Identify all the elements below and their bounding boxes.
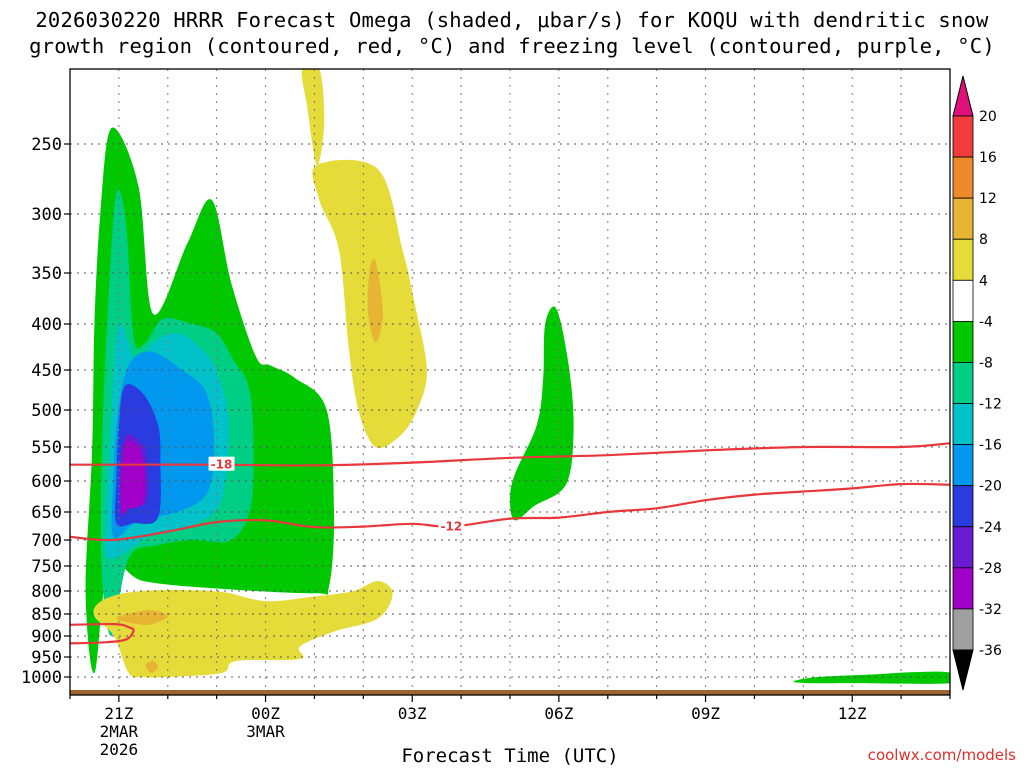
y-tick-label-300: 300	[31, 205, 62, 225]
colorbar-label--24: -24	[979, 520, 1002, 536]
colorbar-label-8: 8	[979, 232, 988, 248]
contour-label-bg-0	[208, 456, 235, 471]
omega-region-8-to-12-3	[116, 611, 166, 626]
y-axis: 2503003504004505005506006507007508008509…	[21, 135, 70, 688]
x-axis-title: Forecast Time (UTC)	[401, 745, 619, 767]
colorbar-swatch-5	[952, 320, 974, 363]
colorbar-swatch-7	[952, 403, 974, 446]
colorbar-label--32: -32	[979, 602, 1002, 618]
x-tick-date-00Z: 3MAR	[246, 722, 285, 741]
colorbar-swatch-12	[952, 608, 974, 651]
omega-region--4-to-8-2	[793, 671, 950, 684]
colorbar-swatch-11	[952, 567, 974, 610]
colorbar-swatch-3	[952, 238, 974, 281]
omega-region-8-to-12-0	[367, 258, 383, 343]
x-tick-label-09Z: 09Z	[691, 704, 720, 723]
colorbar-label--4: -4	[979, 314, 993, 330]
y-tick-label-400: 400	[31, 315, 62, 335]
y-tick-label-450: 450	[31, 361, 62, 381]
y-tick-label-350: 350	[31, 264, 62, 284]
omega-region-8-to-12-4	[145, 660, 159, 674]
y-tick-label-250: 250	[31, 135, 62, 155]
temperature-contours: -18 -12	[70, 442, 950, 645]
colorbar-label-12: 12	[979, 191, 997, 207]
colorbar-swatch-9	[952, 485, 974, 528]
colorbar-swatch-4	[952, 279, 974, 322]
chart-title-line-1: 2026030220 HRRR Forecast Omega (shaded, …	[35, 8, 989, 32]
site-credit[interactable]: coolwx.com/models	[867, 746, 1016, 764]
x-tick-label-21Z: 21Z	[104, 704, 133, 723]
contour-label-1: -12	[440, 520, 462, 534]
colorbar-swatch-2	[952, 197, 974, 240]
x-tick-year-21Z: 2026	[100, 740, 139, 759]
colorbar-label--36: -36	[979, 643, 1002, 659]
colorbar-label--28: -28	[979, 561, 1002, 577]
y-tick-label-850: 850	[31, 605, 62, 625]
colorbar-label--20: -20	[979, 479, 1002, 495]
contour-label-0: -18	[211, 458, 233, 472]
colorbar-label--8: -8	[979, 355, 993, 371]
y-tick-label-500: 500	[31, 401, 62, 421]
ground-strip	[70, 690, 950, 695]
colorbar-swatch-0	[952, 115, 974, 158]
x-tick-label-12Z: 12Z	[838, 704, 867, 723]
colorbar-label--12: -12	[979, 397, 1002, 413]
contour-label-bg-1	[438, 518, 465, 533]
y-tick-label-600: 600	[31, 472, 62, 492]
y-tick-label-1000: 1000	[21, 668, 62, 688]
y-tick-label-950: 950	[31, 648, 62, 668]
x-tick-date-21Z: 2MAR	[100, 722, 139, 741]
colorbar-label-16: 16	[979, 150, 997, 166]
colorbar-label-4: 4	[979, 273, 988, 289]
y-tick-label-550: 550	[31, 438, 62, 458]
contour-line-1	[70, 482, 950, 542]
omega-region-4-to-8-0	[301, 69, 325, 166]
omega-region-4-to-8-2	[93, 580, 393, 678]
colorbar-swatch-8	[952, 444, 974, 487]
colorbar-top-arrow	[952, 75, 974, 117]
omega-region--28-to-32-0	[120, 440, 146, 514]
y-tick-label-800: 800	[31, 582, 62, 602]
colorbar-swatch-10	[952, 526, 974, 569]
colorbar: 20 16 12 8 4 -4 -8 -12 -16 -20 -24 -28 -32 -36	[952, 75, 1002, 691]
y-tick-label-650: 650	[31, 503, 62, 523]
chart-title-line-2: growth region (contoured, red, °C) and f…	[29, 34, 995, 58]
y-tick-label-900: 900	[31, 627, 62, 647]
y-tick-label-750: 750	[31, 557, 62, 577]
colorbar-bottom-arrow	[952, 649, 974, 691]
y-tick-label-700: 700	[31, 531, 62, 551]
colorbar-label--16: -16	[979, 438, 1002, 454]
omega-region--4-to-8-1	[510, 306, 574, 521]
omega-shading	[85, 69, 950, 684]
colorbar-label-20: 20	[979, 109, 997, 125]
colorbar-swatch-1	[952, 156, 974, 199]
colorbar-swatch-6	[952, 362, 974, 404]
x-tick-label-03Z: 03Z	[398, 704, 427, 723]
x-tick-label-06Z: 06Z	[544, 704, 573, 723]
x-tick-label-00Z: 00Z	[251, 704, 280, 723]
contour-line-2	[70, 622, 135, 645]
contour-line-0	[70, 442, 950, 467]
